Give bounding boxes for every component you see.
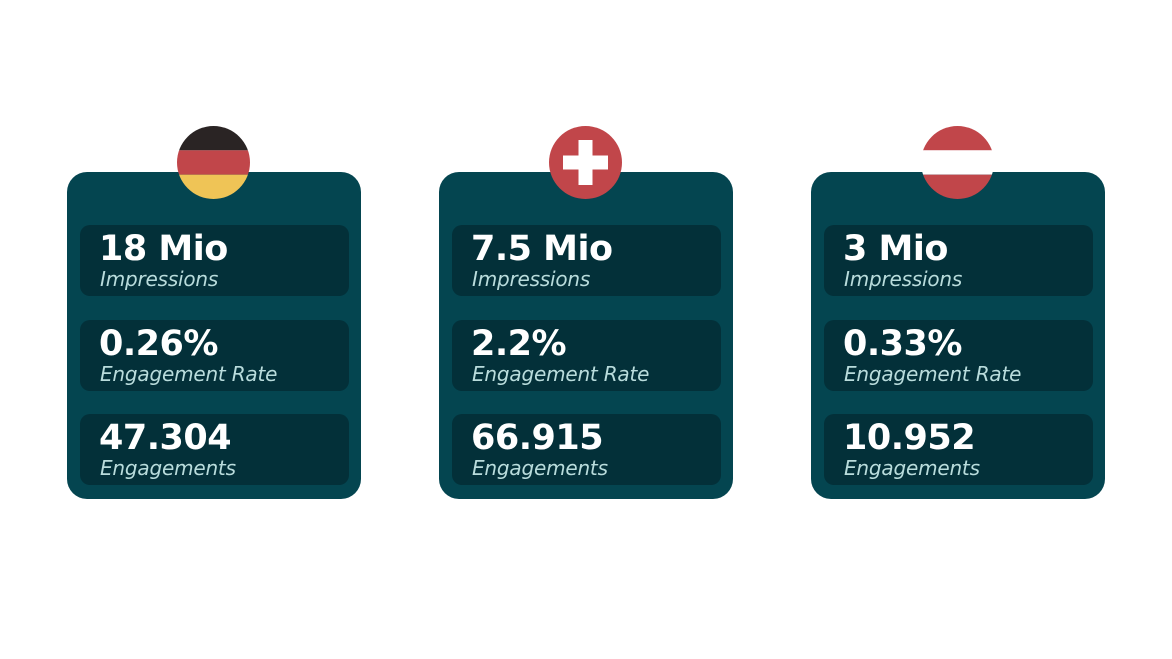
impressions-label: Impressions <box>472 267 591 291</box>
austria-flag-icon <box>921 126 994 199</box>
austria-stats-card: 3 Mio Impressions 0.33% Engagement Rate … <box>811 126 1105 499</box>
engagement-rate-metric: 0.33% Engagement Rate <box>824 320 1093 391</box>
germany-stats-card: 18 Mio Impressions 0.26% Engagement Rate… <box>67 126 361 499</box>
engagements-metric: 47.304 Engagements <box>80 414 349 485</box>
impressions-label: Impressions <box>100 267 219 291</box>
engagement-rate-value: 0.26% <box>99 324 218 364</box>
engagements-value: 47.304 <box>99 418 232 458</box>
impressions-value: 3 Mio <box>843 229 948 269</box>
engagements-label: Engagements <box>100 456 236 480</box>
engagement-rate-value: 2.2% <box>471 324 567 364</box>
engagement-rate-label: Engagement Rate <box>100 362 278 386</box>
engagements-value: 10.952 <box>843 418 976 458</box>
impressions-metric: 18 Mio Impressions <box>80 225 349 296</box>
engagement-rate-label: Engagement Rate <box>844 362 1022 386</box>
engagement-rate-value: 0.33% <box>843 324 962 364</box>
engagement-rate-metric: 0.26% Engagement Rate <box>80 320 349 391</box>
engagement-rate-label: Engagement Rate <box>472 362 650 386</box>
engagements-value: 66.915 <box>471 418 604 458</box>
switzerland-flag-icon <box>549 126 622 199</box>
impressions-label: Impressions <box>844 267 963 291</box>
engagements-label: Engagements <box>472 456 608 480</box>
impressions-value: 18 Mio <box>99 229 228 269</box>
engagements-label: Engagements <box>844 456 980 480</box>
engagements-metric: 66.915 Engagements <box>452 414 721 485</box>
impressions-value: 7.5 Mio <box>471 229 613 269</box>
impressions-metric: 7.5 Mio Impressions <box>452 225 721 296</box>
engagements-metric: 10.952 Engagements <box>824 414 1093 485</box>
switzerland-stats-card: 7.5 Mio Impressions 2.2% Engagement Rate… <box>439 126 733 499</box>
engagement-rate-metric: 2.2% Engagement Rate <box>452 320 721 391</box>
impressions-metric: 3 Mio Impressions <box>824 225 1093 296</box>
germany-flag-icon <box>177 126 250 199</box>
